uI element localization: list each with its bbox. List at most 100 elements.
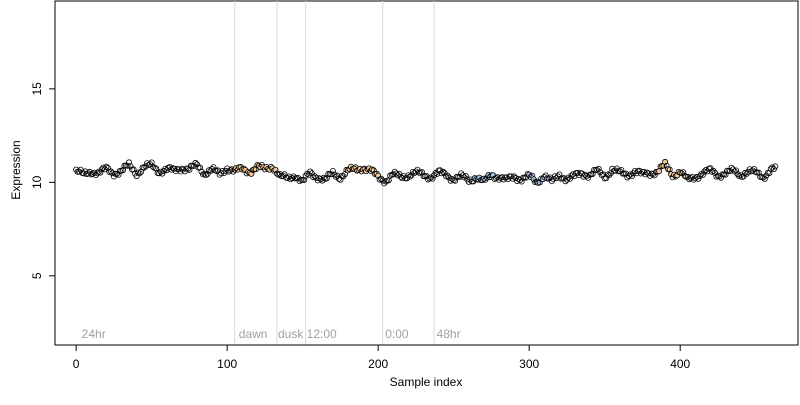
data-point — [341, 171, 348, 178]
data-point — [461, 174, 468, 181]
data-point — [699, 171, 706, 178]
data-point — [141, 164, 148, 171]
annotation-label: 48hr — [437, 327, 461, 341]
data-point — [733, 167, 740, 174]
data-point — [376, 176, 383, 183]
data-point — [680, 169, 687, 176]
data-point — [568, 172, 575, 179]
data-point — [606, 172, 613, 179]
data-point — [628, 173, 635, 180]
data-point — [405, 172, 412, 179]
data-point — [150, 163, 157, 170]
data-point — [107, 168, 114, 175]
data-point — [426, 175, 433, 182]
annotation-label: dawn — [239, 327, 268, 341]
data-point — [332, 173, 339, 180]
data-point — [637, 170, 644, 177]
data-point — [459, 172, 466, 179]
data-point — [127, 163, 134, 170]
data-point — [144, 160, 151, 167]
data-point — [125, 159, 132, 166]
data-point — [767, 165, 774, 172]
data-point — [772, 163, 779, 170]
data-point — [201, 170, 208, 177]
data-point — [337, 176, 344, 183]
data-point — [138, 168, 145, 175]
data-point — [562, 178, 569, 185]
data-point — [742, 169, 749, 176]
data-point — [425, 176, 432, 183]
data-point — [503, 174, 510, 181]
data-point — [418, 169, 425, 176]
data-point — [100, 164, 107, 171]
data-point — [523, 174, 530, 181]
data-point — [323, 175, 330, 182]
data-point — [437, 167, 444, 174]
data-point — [566, 175, 573, 182]
data-point — [302, 172, 309, 179]
data-point — [103, 163, 110, 170]
data-point — [403, 175, 410, 182]
y-tick-label: 15 — [30, 82, 44, 96]
data-point — [446, 174, 453, 181]
data-point — [565, 174, 572, 181]
y-axis-label: Expression — [9, 140, 23, 199]
data-point — [136, 170, 143, 177]
data-point — [751, 165, 758, 172]
data-point — [743, 170, 750, 177]
annotation-label: 0:00 — [385, 327, 409, 341]
data-point — [378, 175, 385, 182]
data-point — [627, 171, 634, 178]
data-point — [462, 173, 469, 180]
data-point — [406, 173, 413, 180]
data-point — [769, 164, 776, 171]
data-point — [689, 173, 696, 180]
data-point — [701, 168, 708, 175]
x-axis: 0 100 200 300 400 — [73, 344, 691, 371]
data-point — [379, 177, 386, 184]
data-point — [585, 174, 592, 181]
data-point — [412, 168, 419, 175]
data-point — [710, 167, 717, 174]
x-axis-label: Sample index — [390, 375, 463, 389]
data-point — [80, 170, 87, 177]
data-point — [595, 165, 602, 172]
data-point — [94, 170, 101, 177]
data-point — [387, 172, 394, 179]
data-point — [556, 171, 563, 178]
data-point — [497, 175, 504, 182]
data-point — [681, 172, 688, 179]
data-point — [192, 159, 199, 166]
data-point — [177, 168, 184, 175]
x-tick-label: 300 — [519, 357, 539, 371]
data-point — [184, 165, 191, 172]
data-point — [511, 173, 518, 180]
data-point — [227, 167, 234, 174]
data-point — [329, 167, 336, 174]
data-point — [434, 170, 441, 177]
data-point — [284, 174, 291, 181]
y-tick-label: 10 — [30, 175, 44, 189]
data-point — [414, 166, 421, 173]
data-point — [193, 161, 200, 168]
data-point — [737, 172, 744, 179]
data-point — [296, 178, 303, 185]
data-point — [204, 171, 211, 178]
data-point — [651, 172, 658, 179]
data-point — [600, 171, 607, 178]
data-point — [440, 168, 447, 175]
data-point — [382, 178, 389, 185]
data-point — [334, 172, 341, 179]
data-point — [317, 176, 324, 183]
data-point — [320, 174, 327, 181]
data-point — [518, 178, 525, 185]
data-point — [207, 167, 214, 174]
data-point — [571, 172, 578, 179]
data-point — [536, 179, 543, 186]
data-point — [393, 170, 400, 177]
data-point — [186, 166, 193, 173]
data-point — [85, 170, 92, 177]
data-point — [717, 174, 724, 181]
annotation-label: dusk — [278, 327, 304, 341]
